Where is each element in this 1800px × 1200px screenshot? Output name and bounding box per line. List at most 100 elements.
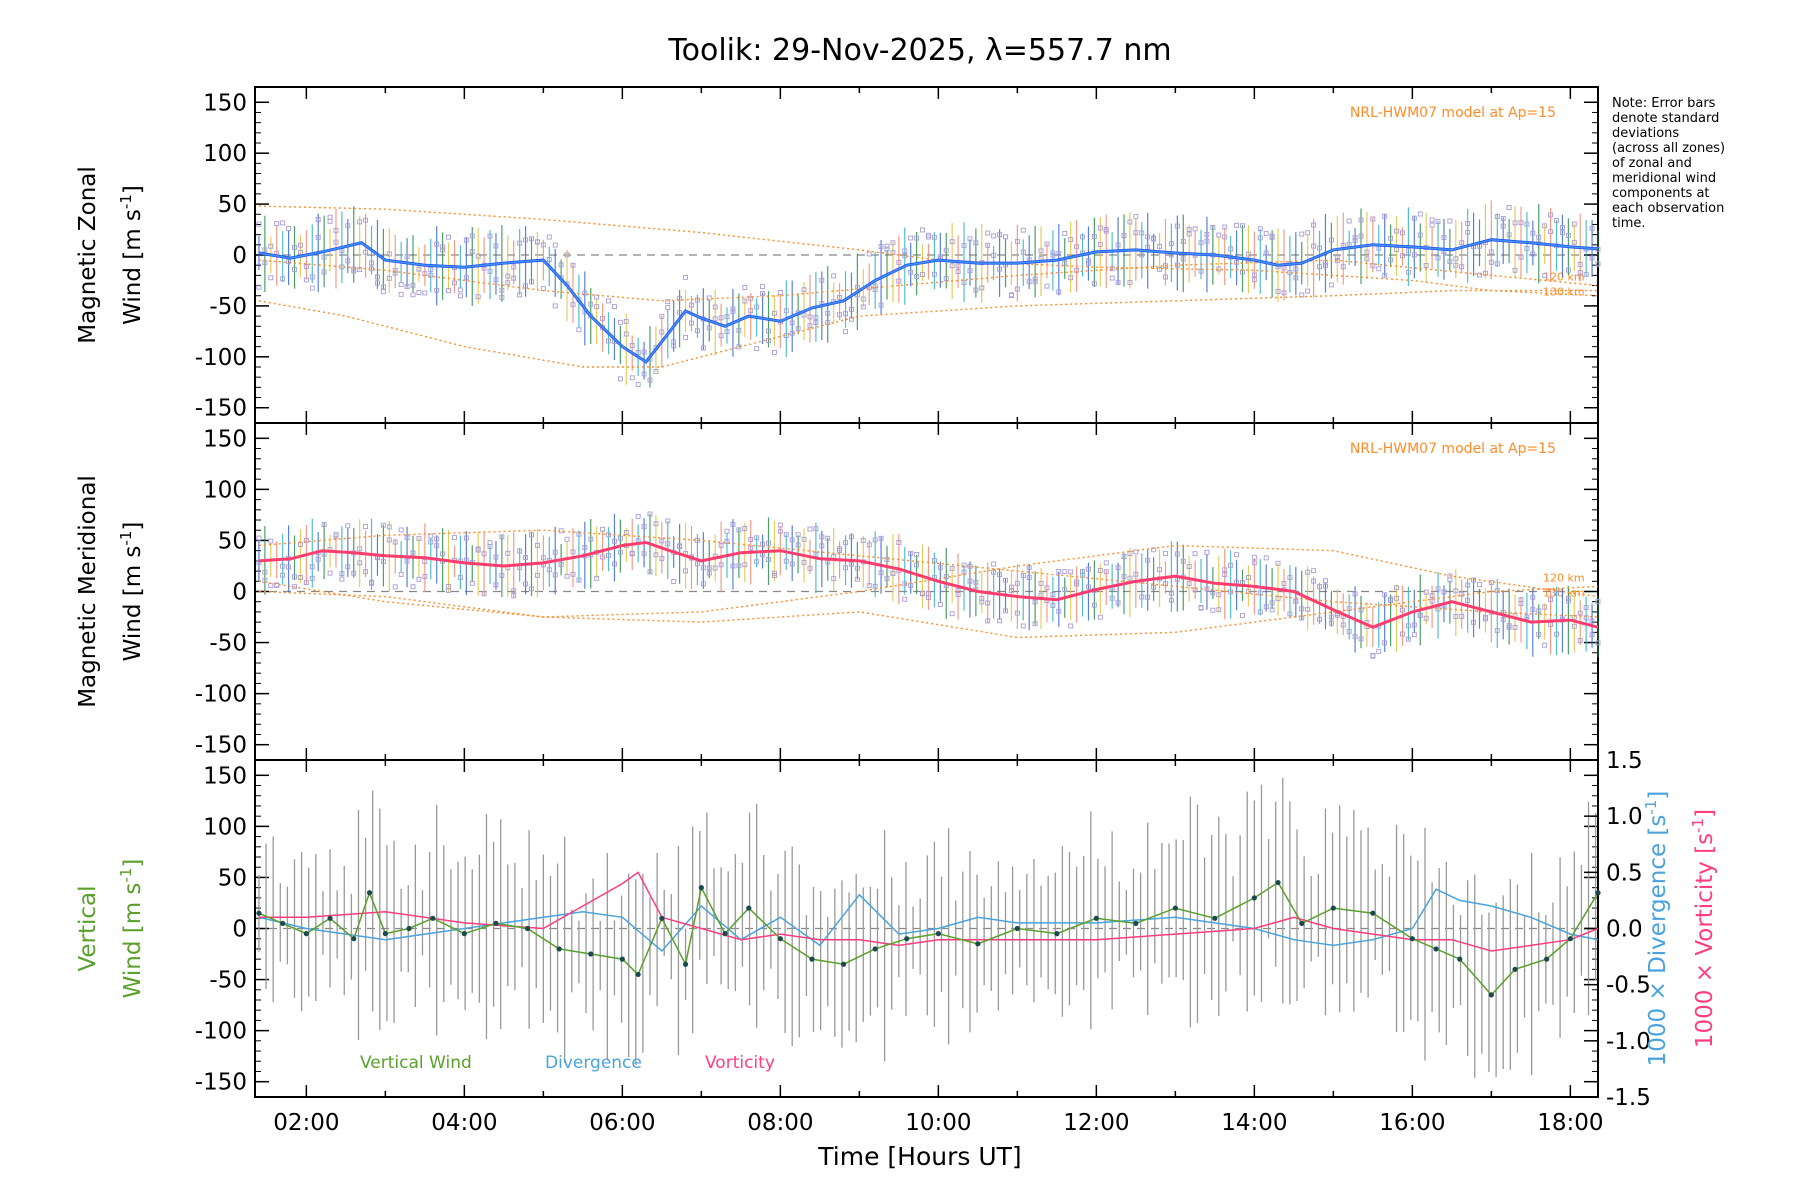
scatter-point	[1168, 241, 1174, 247]
zonal-panel: 150 100 50 0 -50 -100 -150 Magnetic Zonal Wind […	[75, 86, 1601, 424]
scatter-point	[1577, 261, 1583, 267]
scatter-point	[529, 586, 534, 592]
scatter-point	[1180, 558, 1186, 564]
scatter-point	[902, 581, 908, 587]
x-tick-label: 16:00	[1379, 1110, 1445, 1136]
scatter-point	[617, 549, 623, 555]
scatter-point	[1068, 275, 1074, 281]
scatter-point	[1281, 290, 1287, 296]
vort-label-sup: -1	[1689, 818, 1707, 833]
scatter-point	[1559, 225, 1565, 230]
scatter-point	[1133, 230, 1139, 236]
scatter-point	[333, 239, 339, 245]
scatter-point	[1251, 272, 1257, 278]
scatter-point	[1346, 606, 1352, 612]
scatter-point	[398, 527, 404, 533]
scatter-point	[1417, 232, 1423, 238]
scatter-point	[1530, 230, 1536, 236]
scatter-point	[914, 235, 920, 241]
scatter-point	[321, 522, 327, 528]
scatter-point	[1115, 565, 1121, 571]
scatter-point	[380, 522, 386, 528]
scatter-point	[1423, 615, 1429, 621]
scatter-point	[564, 252, 570, 258]
scatter-point	[1074, 244, 1080, 250]
scatter-point	[434, 241, 440, 247]
x-tick-label: 08:00	[747, 1110, 813, 1136]
scatter-point	[967, 578, 973, 584]
scatter-point	[843, 565, 848, 571]
scatter-point	[1192, 587, 1198, 593]
scatter-point	[410, 550, 416, 556]
scatter-point	[1210, 607, 1216, 613]
scatter-point	[1245, 575, 1251, 580]
scatter-point	[1441, 589, 1447, 595]
scatter-point	[582, 290, 588, 296]
scatter-point	[1358, 217, 1364, 223]
scatter-point	[843, 540, 848, 546]
scatter-point	[505, 280, 511, 286]
scatter-point	[434, 287, 440, 293]
scatter-point	[434, 543, 440, 549]
scatter-point	[617, 319, 623, 325]
scatter-point	[612, 304, 617, 310]
scatter-point	[1287, 575, 1293, 581]
scatter-point	[1008, 588, 1014, 594]
scatter-point	[1062, 260, 1068, 266]
vertical-wind-point	[904, 936, 910, 942]
scatter-point	[997, 232, 1003, 238]
scatter-point	[1275, 560, 1281, 566]
scatter-point	[452, 280, 457, 286]
y-tick-label: -50	[209, 968, 247, 994]
y-tick-label: 100	[203, 141, 247, 167]
scatter-point	[1577, 638, 1583, 643]
scatter-point	[694, 297, 700, 303]
scatter-point	[256, 284, 262, 290]
scatter-point	[1322, 263, 1328, 269]
scatter-point	[973, 579, 979, 585]
scatter-point	[914, 562, 920, 568]
wind-line-highlight	[258, 238, 1599, 363]
scatter-point	[1388, 257, 1394, 263]
scatter-point	[1222, 224, 1228, 230]
scatter-point	[683, 568, 688, 574]
scatter-point	[345, 258, 351, 264]
scatter-point	[635, 350, 641, 355]
scatter-point	[1263, 231, 1269, 237]
scatter-point	[700, 345, 706, 351]
scatter-point	[481, 591, 487, 597]
scatter-point	[1222, 572, 1228, 577]
scatter-point	[1222, 567, 1228, 573]
scatter-point	[511, 275, 517, 281]
scatter-point	[1394, 228, 1400, 234]
scatter-point	[1109, 275, 1115, 281]
y-label-text: Wind [m s	[120, 883, 146, 999]
scatter-point	[683, 274, 688, 280]
x-tick-label: 06:00	[589, 1110, 655, 1136]
scatter-point	[629, 342, 635, 348]
scatter-point	[730, 306, 736, 312]
scatter-point	[837, 546, 843, 552]
scatter-point	[357, 219, 363, 225]
scatter-point	[718, 562, 724, 568]
scatter-point	[416, 266, 422, 272]
scatter-point	[1062, 587, 1068, 592]
scatter-point	[1405, 248, 1411, 254]
scatter-point	[1157, 243, 1163, 249]
scatter-point	[499, 534, 505, 540]
vertical-wind-point	[382, 931, 388, 937]
scatter-point	[1014, 610, 1020, 616]
scatter-point	[1311, 578, 1317, 584]
scatter-point	[742, 285, 748, 290]
scatter-point	[463, 275, 469, 281]
scatter-point	[1032, 621, 1038, 627]
scatter-point	[345, 523, 351, 529]
scatter-point	[1358, 607, 1364, 613]
scatter-point	[872, 537, 878, 543]
scatter-point	[529, 236, 534, 242]
y-axis-label-line1: Magnetic Zonal	[75, 166, 101, 344]
scatter-point	[1020, 623, 1026, 629]
scatter-point	[1559, 230, 1565, 236]
scatter-point	[600, 315, 606, 321]
x-axis-label: Time [Hours UT]	[817, 1142, 1021, 1171]
